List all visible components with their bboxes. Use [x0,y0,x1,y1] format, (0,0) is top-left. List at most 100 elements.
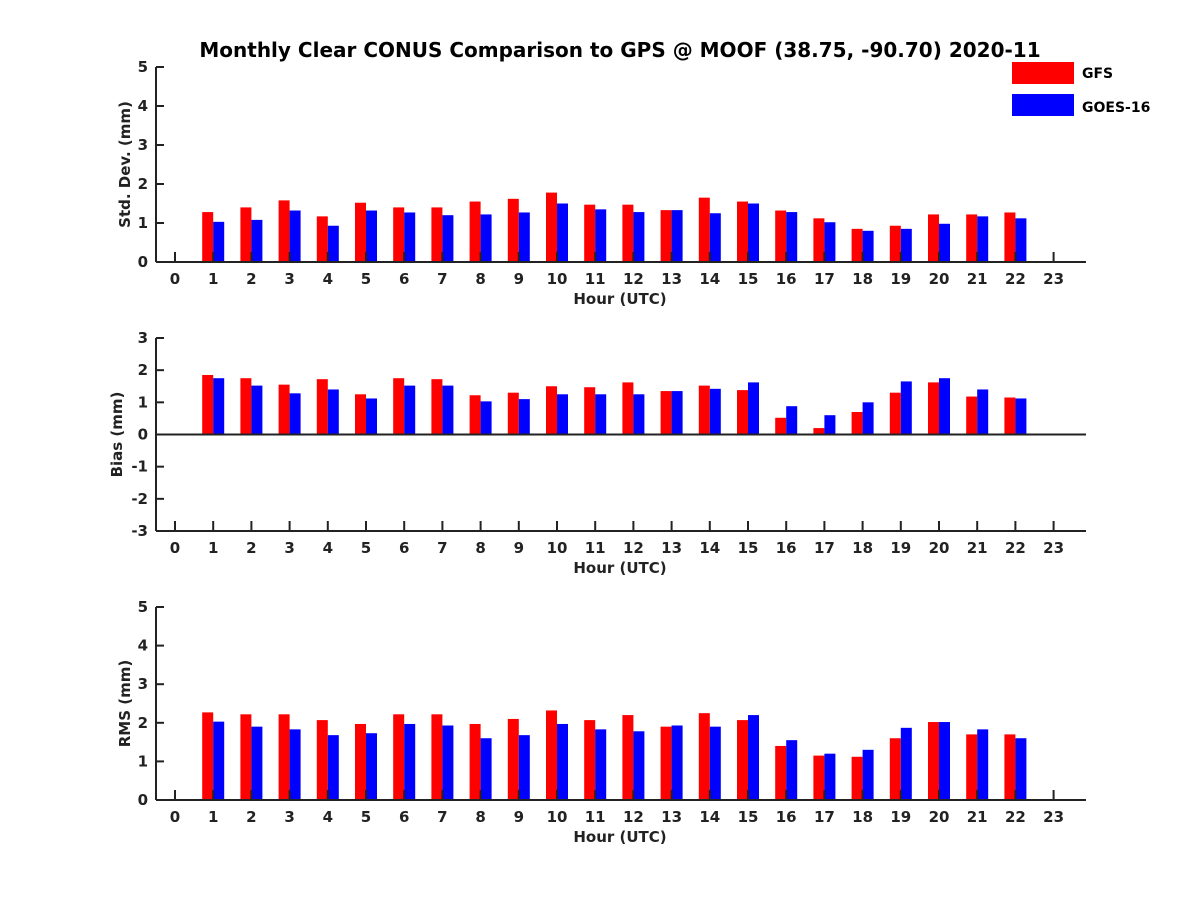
bar-gfs-hour-1 [202,712,214,800]
bar-goes16-hour-11 [595,209,607,262]
bar-goes16-hour-12 [633,212,645,262]
bar-gfs-hour-22 [1004,397,1016,435]
y-tick-label: 2 [138,175,148,193]
bar-gfs-hour-14 [698,385,710,435]
x-tick-label: 4 [323,539,333,557]
x-tick-label: 15 [738,808,759,826]
y-tick-label: 1 [138,393,148,411]
bar-gfs-hour-17 [813,218,825,262]
bar-gfs-hour-18 [851,228,863,262]
legend-label-gfs: GFS [1082,66,1113,82]
x-tick-label: 22 [1005,539,1026,557]
bar-gfs-hour-8 [469,201,481,262]
x-tick-label: 12 [623,539,644,557]
y-axis-label: Bias (mm) [108,392,126,478]
figure-title: Monthly Clear CONUS Comparison to GPS @ … [199,38,1040,62]
bar-goes16-hour-14 [709,726,721,800]
bar-gfs-hour-22 [1004,212,1016,262]
x-tick-label: 21 [967,270,988,288]
bar-goes16-hour-6 [404,385,416,435]
bar-gfs-hour-21 [966,396,978,435]
x-tick-label: 19 [890,539,911,557]
bar-goes16-hour-8 [480,738,492,800]
bar-goes16-hour-10 [557,203,568,262]
x-tick-label: 1 [208,270,218,288]
bar-gfs-hour-13 [660,210,672,262]
bar-goes16-hour-2 [251,726,263,800]
x-tick-label: 16 [776,539,797,557]
bar-gfs-hour-2 [240,714,252,800]
bar-gfs-hour-8 [469,395,481,435]
bar-goes16-hour-10 [557,394,568,435]
bar-goes16-hour-13 [671,391,683,435]
y-tick-label: 0 [138,791,148,809]
y-tick-label: 0 [138,253,148,271]
y-tick-label: 4 [138,97,148,115]
bar-goes16-hour-22 [1015,738,1027,800]
bar-gfs-hour-4 [316,216,328,262]
legend-label-goes16: GOES-16 [1082,100,1150,116]
x-tick-label: 12 [623,270,644,288]
bar-goes16-hour-6 [404,723,416,800]
bar-goes16-hour-1 [213,221,225,262]
x-tick-label: 20 [929,539,950,557]
y-tick-label: 3 [138,136,148,154]
x-tick-label: 6 [399,270,409,288]
x-tick-label: 7 [437,808,447,826]
y-tick-label: 3 [138,329,148,347]
x-tick-label: 2 [246,270,256,288]
x-tick-label: 1 [208,808,218,826]
x-tick-label: 5 [361,808,371,826]
bar-gfs-hour-11 [584,204,596,262]
bar-gfs-hour-10 [546,710,557,800]
y-tick-label: -1 [131,458,148,476]
bar-goes16-hour-18 [862,230,874,262]
bar-gfs-hour-9 [507,198,519,262]
bar-goes16-hour-21 [977,729,989,800]
bar-goes16-hour-15 [748,382,759,435]
y-axis-label: RMS (mm) [116,660,134,747]
legend-swatch-gfs [1012,62,1074,84]
y-axis-label: Std. Dev. (mm) [116,101,134,228]
bar-gfs-hour-14 [698,197,710,262]
x-tick-label: 0 [170,539,180,557]
bar-goes16-hour-20 [939,722,950,800]
bar-goes16-hour-13 [671,725,683,800]
x-tick-label: 4 [323,808,333,826]
bar-gfs-hour-16 [775,745,787,800]
bar-goes16-hour-12 [633,394,645,435]
bar-gfs-hour-1 [202,212,214,262]
legend: GFS GOES-16 [1012,62,1150,116]
bar-gfs-hour-19 [889,738,901,800]
bar-goes16-hour-16 [786,212,798,262]
bar-goes16-hour-11 [595,394,607,435]
x-tick-label: 20 [929,808,950,826]
bar-goes16-hour-5 [366,210,377,262]
bar-goes16-hour-5 [366,398,377,435]
bar-goes16-hour-19 [900,727,912,800]
bar-goes16-hour-17 [824,222,836,262]
x-tick-label: 23 [1043,808,1064,826]
x-tick-label: 11 [585,539,606,557]
x-tick-label: 7 [437,270,447,288]
bar-goes16-hour-3 [289,729,301,800]
bar-goes16-hour-22 [1015,398,1027,435]
x-tick-label: 21 [967,539,988,557]
bar-gfs-hour-18 [851,411,863,435]
x-tick-label: 23 [1043,270,1064,288]
bar-gfs-hour-13 [660,391,672,435]
bar-gfs-hour-1 [202,374,214,435]
x-axis-label: Hour (UTC) [573,290,666,308]
bar-goes16-hour-16 [786,406,798,435]
x-axis-label: Hour (UTC) [573,828,666,846]
x-tick-label: 18 [852,270,873,288]
bar-goes16-hour-16 [786,740,798,800]
x-tick-label: 13 [661,539,682,557]
y-tick-label: -2 [131,490,148,508]
x-tick-label: 22 [1005,808,1026,826]
x-tick-label: 16 [776,808,797,826]
bar-gfs-hour-16 [775,210,787,262]
x-tick-label: 8 [475,539,485,557]
